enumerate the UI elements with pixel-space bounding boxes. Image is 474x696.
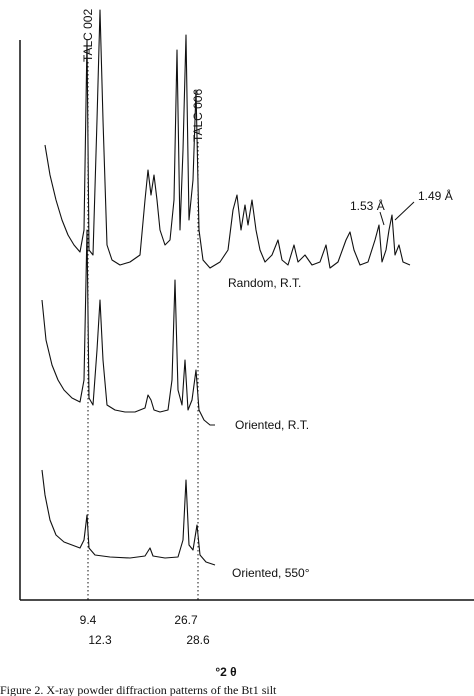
oriented-rt-trace: [41, 229, 215, 426]
trace-label: Oriented, 550°: [232, 566, 310, 580]
spacing-label: 1.49 Å: [418, 188, 453, 203]
peak-label: TALC 006: [191, 89, 205, 142]
axis-title: °2 θ: [215, 665, 236, 679]
caption: Figure 2. X-ray powder diffraction patte…: [0, 683, 277, 696]
trace-label: Random, R.T.: [228, 276, 301, 290]
random-trace: [44, 9, 411, 269]
axis-value: 9.4: [80, 613, 97, 627]
arrow: [379, 211, 385, 226]
arrow: [394, 201, 415, 221]
oriented-550-trace: [41, 469, 216, 566]
axis-value: 28.6: [186, 633, 210, 647]
axis-value: 26.7: [174, 613, 198, 627]
trace-label: Oriented, R.T.: [235, 418, 309, 432]
axis-value: 12.3: [88, 633, 112, 647]
spacing-label: 1.53 Å: [350, 198, 385, 213]
peak-label: TALC 002: [81, 9, 95, 62]
